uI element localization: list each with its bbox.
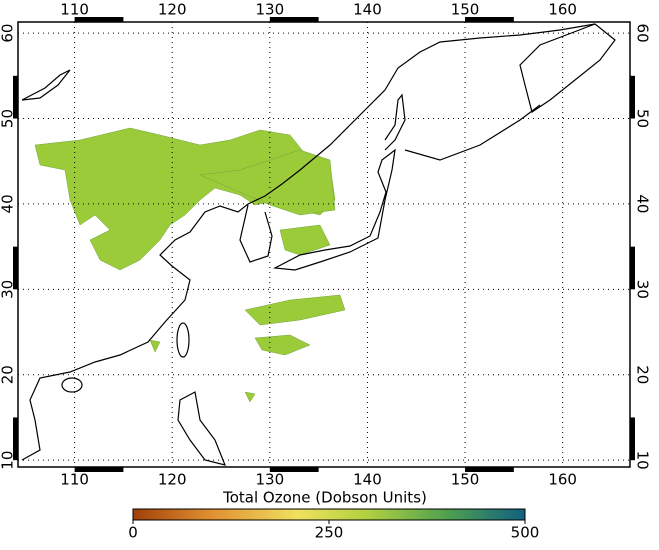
ozone-patch xyxy=(254,334,311,356)
lon-label: 150 xyxy=(451,1,480,19)
lon-label: 140 xyxy=(353,1,382,19)
lat-label: 20 xyxy=(0,365,17,384)
colorbar-tick-label: 250 xyxy=(315,524,344,542)
border-segment xyxy=(13,417,18,461)
border-segment xyxy=(74,17,124,22)
border-segment xyxy=(13,75,18,119)
lat-label: 40 xyxy=(0,194,17,213)
colorbar-tick-label: 0 xyxy=(128,524,138,542)
colorbar-title: Total Ozone (Dobson Units) xyxy=(222,489,427,507)
border-segment xyxy=(630,417,635,461)
lat-label: 20 xyxy=(634,365,652,384)
coastline xyxy=(21,23,596,461)
lat-label: 10 xyxy=(0,451,17,470)
colorbar-tick-label: 500 xyxy=(511,524,540,542)
lon-label: 110 xyxy=(60,471,89,489)
coastline xyxy=(272,148,396,271)
ozone-patches xyxy=(34,127,346,403)
lat-label: 60 xyxy=(634,24,652,43)
lat-label: 40 xyxy=(634,194,652,213)
hainan xyxy=(61,377,83,393)
lat-label: 50 xyxy=(0,109,17,128)
lon-label: 120 xyxy=(158,471,187,489)
map-border xyxy=(17,21,631,468)
border-segment xyxy=(13,246,18,290)
lon-label: 130 xyxy=(256,1,285,19)
coastline xyxy=(384,93,406,151)
coastline xyxy=(177,391,226,466)
lon-label: 140 xyxy=(353,471,382,489)
lon-label: 110 xyxy=(60,1,89,19)
coastline xyxy=(519,23,616,113)
lat-label: 60 xyxy=(0,24,17,43)
lon-label: 130 xyxy=(256,471,285,489)
lon-label: 120 xyxy=(158,1,187,19)
coastline xyxy=(239,204,273,263)
ozone-patch xyxy=(244,391,256,403)
map-frame xyxy=(13,17,635,472)
border-segment xyxy=(269,17,319,22)
lat-label: 10 xyxy=(634,451,652,470)
ozone-patch xyxy=(149,339,161,353)
coastline xyxy=(404,104,541,161)
lat-label: 30 xyxy=(634,280,652,299)
colorbar xyxy=(132,508,526,521)
taiwan xyxy=(176,322,190,358)
border-segment xyxy=(465,467,514,472)
coastlines xyxy=(21,23,616,466)
lon-label: 150 xyxy=(451,471,480,489)
ozone-patch xyxy=(279,224,331,256)
lat-label: 50 xyxy=(634,109,652,128)
coastline xyxy=(21,69,71,101)
border-segment xyxy=(269,467,319,472)
lon-label: 160 xyxy=(548,1,577,19)
border-segment xyxy=(465,17,514,22)
ozone-patch xyxy=(244,294,346,326)
border-segment xyxy=(74,467,124,472)
lon-label: 160 xyxy=(548,471,577,489)
border-segment xyxy=(630,75,635,119)
ozone-patch xyxy=(199,149,336,216)
border-segment xyxy=(630,246,635,290)
lat-label: 30 xyxy=(0,280,17,299)
